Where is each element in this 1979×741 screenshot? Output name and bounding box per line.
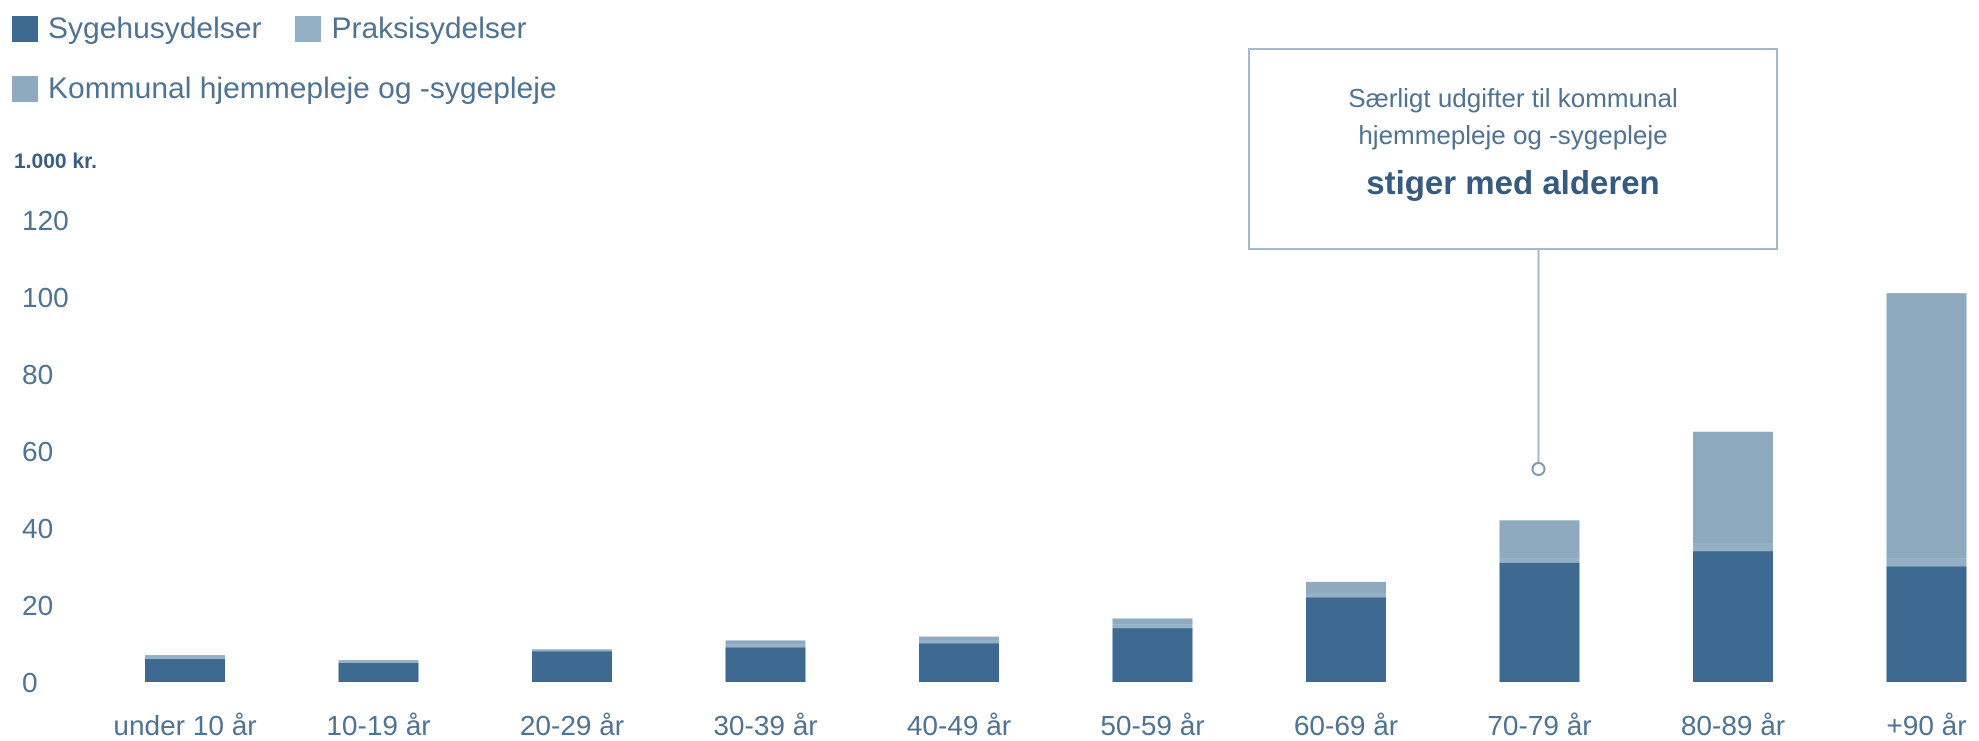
x-tick-label: 50-59 år bbox=[1100, 710, 1204, 741]
legend-label-sygehusydelser: Sygehusydelser bbox=[48, 12, 262, 45]
x-tick-label: +90 år bbox=[1886, 710, 1966, 741]
x-tick-label: 60-69 år bbox=[1294, 710, 1398, 741]
bar-segment-sygehusydelser bbox=[919, 643, 999, 682]
bar-segment-sygehusydelser bbox=[1112, 628, 1193, 682]
legend-label-praksisydelser: Praksisydelser bbox=[331, 12, 527, 45]
y-tick-label: 0 bbox=[22, 667, 38, 698]
legend-swatch-sygehusydelser bbox=[12, 16, 38, 42]
x-tick-label: 80-89 år bbox=[1681, 710, 1785, 741]
bar-segment-praksisydelser bbox=[919, 640, 999, 644]
bar-segment-praksisydelser bbox=[1693, 543, 1773, 552]
x-tick-label: 40-49 år bbox=[907, 710, 1011, 741]
annotation-line-1: Særligt udgifter til kommunal bbox=[1348, 83, 1678, 113]
bar-segment-kommunal bbox=[725, 640, 806, 645]
x-tick-label: 70-79 år bbox=[1487, 710, 1591, 741]
legend-swatch-kommunal bbox=[12, 76, 38, 102]
bar-segment-sygehusydelser bbox=[1499, 562, 1580, 682]
bar-segment-kommunal bbox=[1306, 581, 1386, 594]
annotation-marker bbox=[1531, 462, 1546, 476]
bar-segment-praksisydelser bbox=[1886, 558, 1967, 567]
y-tick-label: 100 bbox=[22, 282, 69, 313]
bar-segment-sygehusydelser bbox=[1886, 566, 1967, 682]
bar-segment-sygehusydelser bbox=[725, 647, 806, 682]
y-axis-unit-label: 1.000 kr. bbox=[14, 150, 97, 173]
annotation-emphasis: stiger med alderen bbox=[1366, 164, 1660, 201]
bar-segment-praksisydelser bbox=[532, 649, 612, 652]
bar-segment-praksisydelser bbox=[1306, 593, 1386, 598]
bar-segment-praksisydelser bbox=[1112, 624, 1193, 629]
bar-segment-kommunal bbox=[1499, 520, 1580, 559]
annotation-callout: Særligt udgifter til kommunal hjemmeplej… bbox=[1248, 48, 1778, 250]
legend-row-1: Sygehusydelser Praksisydelser bbox=[12, 12, 527, 46]
y-tick-label: 120 bbox=[22, 205, 69, 236]
y-tick-label: 40 bbox=[22, 513, 53, 544]
bar-segment-praksisydelser bbox=[338, 660, 419, 663]
legend-item-sygehusydelser: Sygehusydelser bbox=[12, 12, 261, 46]
legend-item-kommunal: Kommunal hjemmepleje og -sygepleje bbox=[12, 72, 557, 106]
x-tick-label: 10-19 år bbox=[326, 710, 430, 741]
x-tick-label: under 10 år bbox=[113, 710, 256, 741]
bar-segment-sygehusydelser bbox=[338, 662, 419, 682]
y-tick-label: 60 bbox=[22, 436, 53, 467]
bar-segment-kommunal bbox=[1886, 293, 1967, 559]
y-tick-label: 80 bbox=[22, 359, 53, 390]
legend-swatch-praksisydelser bbox=[295, 16, 322, 42]
y-tick-label: 20 bbox=[22, 590, 53, 621]
legend-item-praksisydelser: Praksisydelser bbox=[295, 12, 527, 46]
x-tick-label: 30-39 år bbox=[713, 710, 817, 741]
x-tick-label: 20-29 år bbox=[520, 710, 624, 741]
bar-segment-sygehusydelser bbox=[145, 658, 225, 682]
bar-segment-praksisydelser bbox=[725, 644, 806, 648]
legend-row-2: Kommunal hjemmepleje og -sygepleje bbox=[12, 72, 557, 106]
bar-segment-kommunal bbox=[919, 636, 999, 641]
bar-segment-kommunal bbox=[1693, 431, 1773, 544]
bar-segment-sygehusydelser bbox=[532, 651, 612, 682]
bar-segment-sygehusydelser bbox=[1306, 597, 1386, 682]
legend-label-kommunal: Kommunal hjemmepleje og -sygepleje bbox=[48, 72, 557, 105]
bar-segment-sygehusydelser bbox=[1693, 551, 1773, 682]
annotation-line-2: hjemmepleje og -sygepleje bbox=[1358, 120, 1668, 150]
bar-segment-praksisydelser bbox=[1499, 558, 1580, 563]
bar-segment-praksisydelser bbox=[145, 655, 225, 659]
bar-segment-kommunal bbox=[1112, 618, 1193, 625]
